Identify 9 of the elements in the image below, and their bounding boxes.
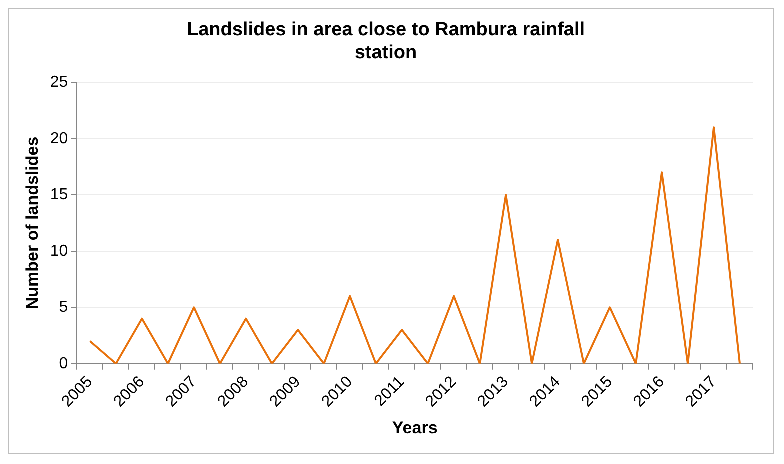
y-tick-label: 25 [50,74,68,92]
y-tick-label: 5 [59,299,68,316]
y-tick-label: 10 [50,242,68,260]
x-axis-title: Years [392,418,438,438]
y-axis-title: Number of landslides [22,136,42,310]
y-tick-label: 15 [50,186,68,204]
chart-title: Landslides in area close to Rambura rainfall station [186,20,586,64]
y-tick-label: 20 [50,130,68,148]
y-tick-label: 0 [59,355,68,372]
